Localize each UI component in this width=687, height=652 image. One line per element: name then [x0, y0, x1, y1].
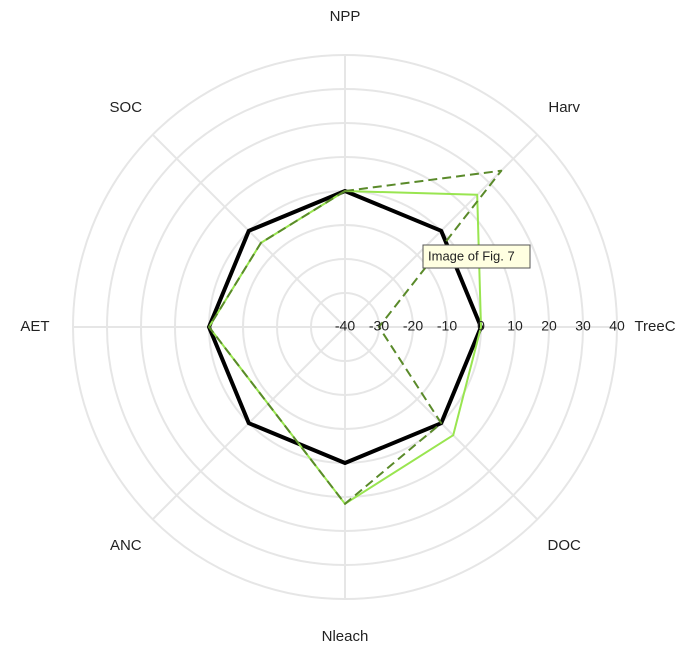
tooltip-box: [422, 244, 531, 269]
axis-label: SOC: [110, 99, 143, 116]
axis-label: NPP: [330, 8, 361, 25]
axis-label: TreeC: [634, 318, 675, 335]
tick: -30: [369, 318, 389, 334]
axis-label: AET: [20, 318, 49, 335]
axis-label: Harv: [548, 99, 580, 116]
tooltip: Image of Fig. 7: [428, 248, 515, 263]
tick: -20: [403, 318, 423, 334]
labels: NPP Harv TreeC DOC Nleach ANC AET SOC -40 -30 -20-…: [20, 8, 675, 645]
axis-label: DOC: [548, 537, 582, 554]
tick: -10: [437, 318, 457, 334]
axis-label: ANC: [110, 537, 142, 554]
tick: 20: [541, 318, 557, 334]
series-line: [208, 169, 503, 505]
tick: -40: [335, 318, 355, 334]
tick: 10: [507, 318, 523, 334]
tick: 30: [575, 318, 591, 334]
tick: 0: [477, 318, 485, 334]
tick: 40: [609, 318, 625, 334]
axis-label: Nleach: [322, 628, 369, 645]
